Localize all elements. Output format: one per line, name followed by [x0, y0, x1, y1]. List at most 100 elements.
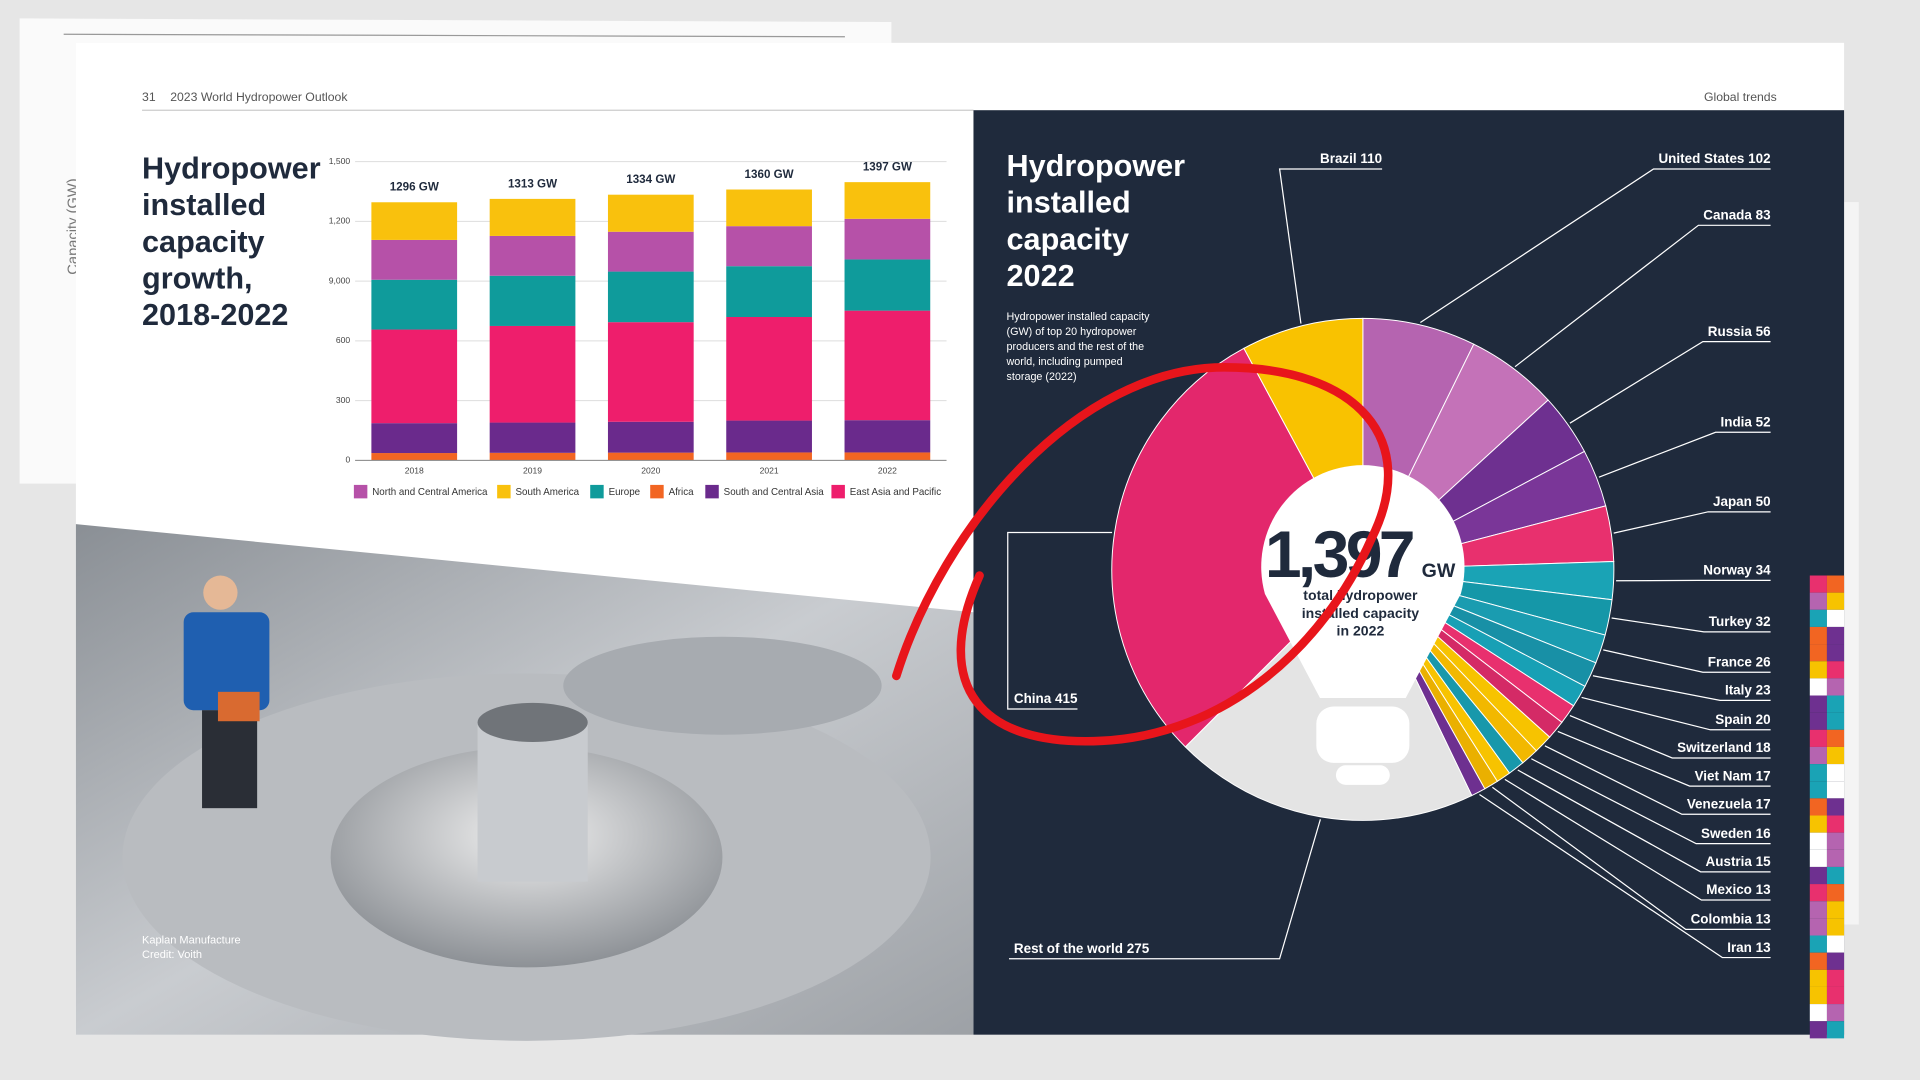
strip-cell: [1809, 678, 1827, 696]
strip-cell: [1809, 644, 1827, 662]
legend-label: Africa: [669, 487, 695, 498]
bar-segment: [371, 279, 458, 330]
strip-cell: [1826, 884, 1845, 902]
pie-label: Canada 83: [1703, 207, 1770, 222]
strip-cell: [1826, 815, 1845, 833]
strip-cell: [1809, 764, 1827, 782]
strip-cell: [1809, 969, 1827, 987]
legend-swatch: [590, 484, 604, 499]
bar-segment: [489, 198, 576, 236]
pie-label-name: Brazil: [1320, 151, 1357, 166]
strip-cell: [1809, 798, 1827, 816]
bar-segment: [726, 189, 812, 227]
pie-label: Venezuela 17: [1687, 796, 1771, 811]
pie-label-name: Japan: [1713, 494, 1752, 509]
leader-line: [1479, 793, 1771, 959]
total-label: 1397 GW: [863, 161, 912, 174]
pie-label: Colombia 13: [1691, 911, 1771, 926]
pie-label-value: 13: [1756, 939, 1771, 954]
pie-label: Russia 56: [1708, 323, 1771, 338]
bar-segment: [607, 452, 694, 461]
legend-label: South and Central Asia: [724, 487, 825, 498]
strip-cell: [1826, 866, 1845, 885]
x-tick-label: 2020: [641, 466, 660, 476]
strip-cell: [1809, 901, 1827, 919]
bar-segment: [726, 266, 812, 317]
strip-cell: [1826, 1021, 1845, 1039]
pie-label-name: Venezuela: [1687, 796, 1753, 811]
leader-line: [1008, 819, 1321, 960]
pie-label-name: Italy: [1725, 682, 1752, 697]
chart-subtitle: (GW) of top 20 hydropower: [1007, 326, 1137, 338]
pie-label-value: 13: [1756, 911, 1771, 926]
pie-label-value: 16: [1756, 825, 1771, 840]
strip-cell: [1826, 918, 1845, 936]
section: Global trends: [1704, 90, 1777, 104]
chart-subtitle: storage (2022): [1007, 371, 1077, 383]
pie-label-name: Rest of the world: [1014, 941, 1123, 956]
x-tick-label: 2018: [405, 466, 424, 476]
chart-title: installed: [142, 188, 266, 222]
pie-label-value: 34: [1756, 562, 1771, 577]
bar-segment: [844, 452, 931, 461]
pie-label-name: Norway: [1703, 562, 1752, 577]
bar-segment: [489, 275, 576, 326]
legend-swatch: [497, 484, 511, 499]
legend-swatch: [705, 484, 719, 499]
leader-line: [1278, 168, 1383, 324]
pie-label-value: 110: [1360, 151, 1382, 166]
pie-label-value: 17: [1756, 768, 1771, 783]
leader-line: [1592, 675, 1771, 702]
strip-cell: [1826, 901, 1845, 919]
bar-segment: [489, 325, 576, 423]
chart-subtitle: producers and the rest of the: [1007, 341, 1145, 353]
x-tick-label: 2022: [878, 466, 897, 476]
pie-label-name: Mexico: [1706, 882, 1752, 897]
strip-cell: [1809, 866, 1827, 885]
x-tick-label: 2021: [760, 466, 779, 476]
pie-label: Italy 23: [1725, 682, 1771, 697]
strip-cell: [1826, 678, 1845, 696]
y-tick-label: 1,500: [329, 156, 351, 166]
strip-cell: [1826, 712, 1845, 730]
strip-cell: [1809, 575, 1827, 593]
strip-cell: [1809, 695, 1827, 713]
leader-line: [1531, 758, 1771, 845]
strip-cell: [1809, 935, 1827, 953]
strip-cell: [1826, 746, 1845, 765]
strip-cell: [1826, 626, 1845, 645]
pie-label-name: China: [1014, 691, 1052, 706]
strip-cell: [1809, 592, 1827, 610]
x-tick-label: 2019: [523, 466, 542, 476]
bar-segment: [489, 235, 576, 276]
strip-cell: [1826, 764, 1845, 782]
annotation-circle: [892, 363, 1393, 746]
legend-label: East Asia and Pacific: [850, 487, 941, 498]
legend-label: Europe: [609, 487, 641, 498]
pie-label-value: 15: [1756, 854, 1771, 869]
pie-label: Sweden 16: [1701, 825, 1771, 840]
strip-cell: [1826, 986, 1845, 1005]
total-label: 1334 GW: [626, 173, 675, 186]
leader-line: [1611, 617, 1771, 633]
leader-line: [1007, 531, 1113, 710]
pie-label-name: Colombia: [1691, 911, 1753, 926]
strip-cell: [1809, 1004, 1827, 1022]
center-caption: total hydropower: [1303, 587, 1418, 603]
bar-segment: [844, 259, 931, 311]
pie-label-name: United States: [1658, 151, 1744, 166]
strip-cell: [1809, 609, 1827, 627]
pie-label: United States 102: [1658, 151, 1770, 166]
strip-cell: [1809, 712, 1827, 730]
total-label: 1296 GW: [390, 181, 439, 194]
bar-segment: [726, 452, 812, 461]
back-rule: [63, 33, 845, 38]
strip-cell: [1826, 832, 1845, 850]
y-tick-label: 600: [336, 335, 351, 345]
bar-segment: [607, 231, 694, 272]
strip-cell: [1809, 1021, 1827, 1039]
y-tick-label: 9,000: [329, 275, 351, 285]
chart-subtitle: Hydropower installed capacity: [1007, 311, 1151, 323]
leader-line: [1492, 786, 1771, 930]
